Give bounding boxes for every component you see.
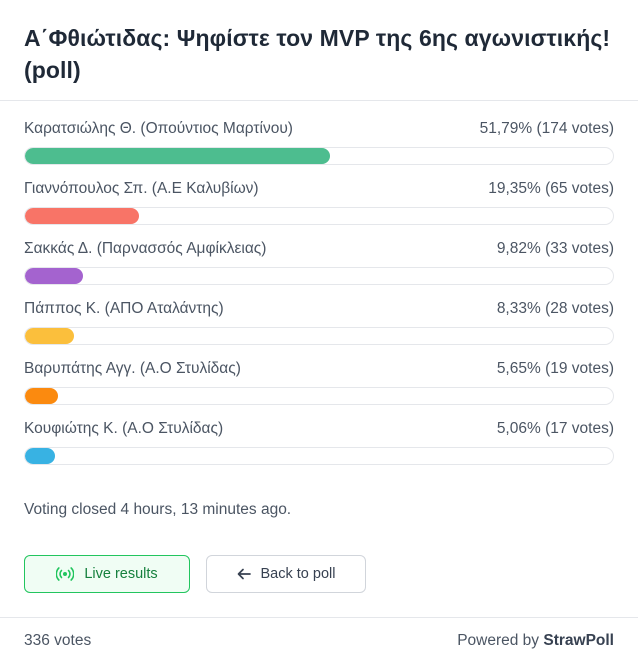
back-to-poll-button[interactable]: Back to poll [206, 555, 366, 593]
live-results-label: Live results [84, 566, 158, 582]
option-stat: 51,79% (174 votes) [479, 120, 614, 137]
result-bar-track [24, 147, 614, 165]
result-bar-fill [25, 328, 74, 344]
live-results-button[interactable]: Live results [24, 555, 190, 593]
result-option: Πάππος Κ. (ΑΠΟ Αταλάντης) 8,33% (28 vote… [24, 300, 614, 360]
result-bar-fill [25, 448, 55, 464]
result-option: Σακκάς Δ. (Παρνασσός Αμφίκλειας) 9,82% (… [24, 240, 614, 300]
back-to-poll-label: Back to poll [260, 566, 336, 582]
option-name: Κουφιώτης Κ. (Α.Ο Στυλίδας) [24, 420, 224, 437]
voting-closed-text: Voting closed 4 hours, 13 minutes ago. [24, 501, 292, 518]
result-option: Κουφιώτης Κ. (Α.Ο Στυλίδας) 5,06% (17 vo… [24, 420, 614, 480]
result-bar-fill [25, 208, 139, 224]
result-bar-fill [25, 148, 330, 164]
poll-title: Α΄Φθιώτιδας: Ψηφίστε τον MVP της 6ης αγω… [24, 25, 611, 83]
arrow-left-icon [237, 568, 251, 580]
strawpoll-brand-link[interactable]: StrawPoll [543, 632, 614, 649]
option-stat: 5,06% (17 votes) [496, 420, 614, 437]
results-list: Καρατσιώλης Θ. (Οπούντιος Μαρτίνου) 51,7… [24, 120, 614, 480]
result-option: Γιαννόπουλος Σπ. (Α.Ε Καλυβίων) 19,35% (… [24, 180, 614, 240]
option-name: Σακκάς Δ. (Παρνασσός Αμφίκλειας) [24, 240, 267, 257]
result-option: Βαρυπάτης Αγγ. (Α.Ο Στυλίδας) 5,65% (19 … [24, 360, 614, 420]
option-name: Καρατσιώλης Θ. (Οπούντιος Μαρτίνου) [24, 120, 293, 137]
result-bar-track [24, 207, 614, 225]
result-option: Καρατσιώλης Θ. (Οπούντιος Μαρτίνου) 51,7… [24, 120, 614, 180]
option-stat: 8,33% (28 votes) [496, 300, 614, 317]
result-bar-track [24, 327, 614, 345]
header-divider [0, 100, 638, 101]
result-bar-track [24, 447, 614, 465]
result-bar-track [24, 267, 614, 285]
powered-by-prefix: Powered by [457, 632, 540, 649]
option-name: Βαρυπάτης Αγγ. (Α.Ο Στυλίδας) [24, 360, 241, 377]
option-stat: 9,82% (33 votes) [496, 240, 614, 257]
option-stat: 19,35% (65 votes) [488, 180, 614, 197]
option-name: Γιαννόπουλος Σπ. (Α.Ε Καλυβίων) [24, 180, 259, 197]
total-votes: 336 votes [24, 632, 92, 649]
option-name: Πάππος Κ. (ΑΠΟ Αταλάντης) [24, 300, 224, 317]
result-bar-fill [25, 268, 83, 284]
powered-by: Powered by StrawPoll [457, 632, 614, 650]
broadcast-icon [56, 567, 75, 581]
footer-divider [0, 617, 638, 618]
result-bar-track [24, 387, 614, 405]
option-stat: 5,65% (19 votes) [496, 360, 614, 377]
result-bar-fill [25, 388, 59, 404]
